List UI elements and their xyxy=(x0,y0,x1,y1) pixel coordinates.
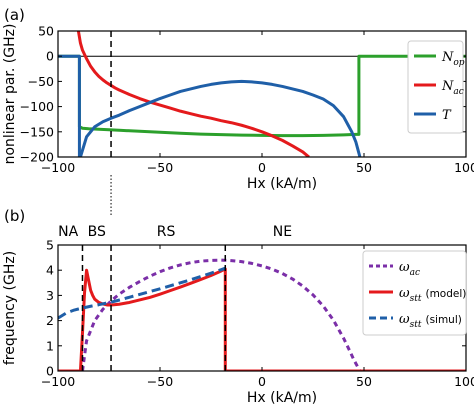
y-tick-label: −50 xyxy=(28,74,54,89)
region-label: BS xyxy=(88,224,106,240)
panel-tag: (a) xyxy=(4,6,25,24)
panel-a: −100 −50 0 50 100 −200 −150 −100 −50 0 50 Hx (kA/m)… xyxy=(2,6,474,192)
series-line-stt-simul xyxy=(58,266,226,320)
series-line-op xyxy=(58,54,466,138)
legend-label-main: T xyxy=(442,108,452,123)
y-axis-label: nonlinear par. (GHz) xyxy=(2,24,18,165)
region-label: RS xyxy=(157,224,176,240)
y-tick-label: 2 xyxy=(46,313,54,328)
series-line-edge xyxy=(58,54,81,157)
x-axis-label: Hx (kA/m) xyxy=(247,176,317,192)
y-tick-label: 5 xyxy=(46,238,54,253)
x-tick-label: 50 xyxy=(356,374,372,389)
legend-label: ωac xyxy=(399,260,420,278)
y-tick-label: 4 xyxy=(46,263,54,278)
region-label: NE xyxy=(273,224,292,240)
series-line-stt-model xyxy=(58,267,466,371)
legend-label-note: (simul) xyxy=(425,314,461,326)
legend-label-main: ω xyxy=(399,286,410,301)
y-tick-label: −100 xyxy=(20,99,54,114)
region-label: NA xyxy=(58,224,78,240)
panel-b: −100 −50 0 50 100 0 1 2 3 4 5 Hx (kA/m) frequency (G… xyxy=(2,207,474,406)
legend-label-sub: ac xyxy=(453,87,463,97)
x-tick-label: 50 xyxy=(356,160,372,175)
y-axis-label: frequency (GHz) xyxy=(2,251,18,365)
series-line-ac xyxy=(76,31,310,157)
legend-label-main: N xyxy=(441,50,454,65)
y-tick-label: 0 xyxy=(46,364,54,379)
plot-frame xyxy=(57,30,467,158)
legend-label-note: (model) xyxy=(425,288,466,300)
y-tick-label: 1 xyxy=(46,338,54,353)
legend-label-sub: stt xyxy=(410,320,422,330)
series-line-T xyxy=(79,79,362,157)
legend-label-main: ω xyxy=(399,312,410,327)
x-tick-label: −100 xyxy=(41,160,75,175)
legend-label: Nac xyxy=(441,79,464,97)
x-tick-label: 100 xyxy=(454,374,474,389)
legend-label: Nop xyxy=(441,50,465,68)
legend-label: ωstt (simul) xyxy=(399,312,462,330)
x-tick-label: 0 xyxy=(258,374,266,389)
y-tick-label: 3 xyxy=(46,288,54,303)
panel-tag: (b) xyxy=(4,207,25,225)
x-tick-label: 0 xyxy=(258,160,266,175)
y-tick-label: 50 xyxy=(38,24,54,39)
x-tick-label: −100 xyxy=(41,374,75,389)
y-tick-label: −200 xyxy=(20,150,54,165)
y-tick-label: 0 xyxy=(46,49,54,64)
legend-box xyxy=(362,250,467,336)
series-line-ac xyxy=(80,258,362,371)
legend-label-main: ω xyxy=(399,260,410,275)
legend-label: ωstt (model) xyxy=(399,286,466,304)
legend-label-sub: stt xyxy=(410,294,422,304)
legend-box xyxy=(407,40,464,134)
y-tick-label: −150 xyxy=(20,124,54,139)
x-axis-label: Hx (kA/m) xyxy=(247,390,317,406)
legend-label: T xyxy=(442,108,452,123)
plot-area xyxy=(58,31,466,157)
x-tick-label: 100 xyxy=(454,160,474,175)
plot-area xyxy=(58,258,466,371)
legend-label-sub: ac xyxy=(410,268,420,278)
x-tick-label: −50 xyxy=(147,374,173,389)
legend-label-sub: op xyxy=(453,58,464,68)
x-tick-label: −50 xyxy=(147,160,173,175)
legend-label-main: N xyxy=(441,79,454,94)
